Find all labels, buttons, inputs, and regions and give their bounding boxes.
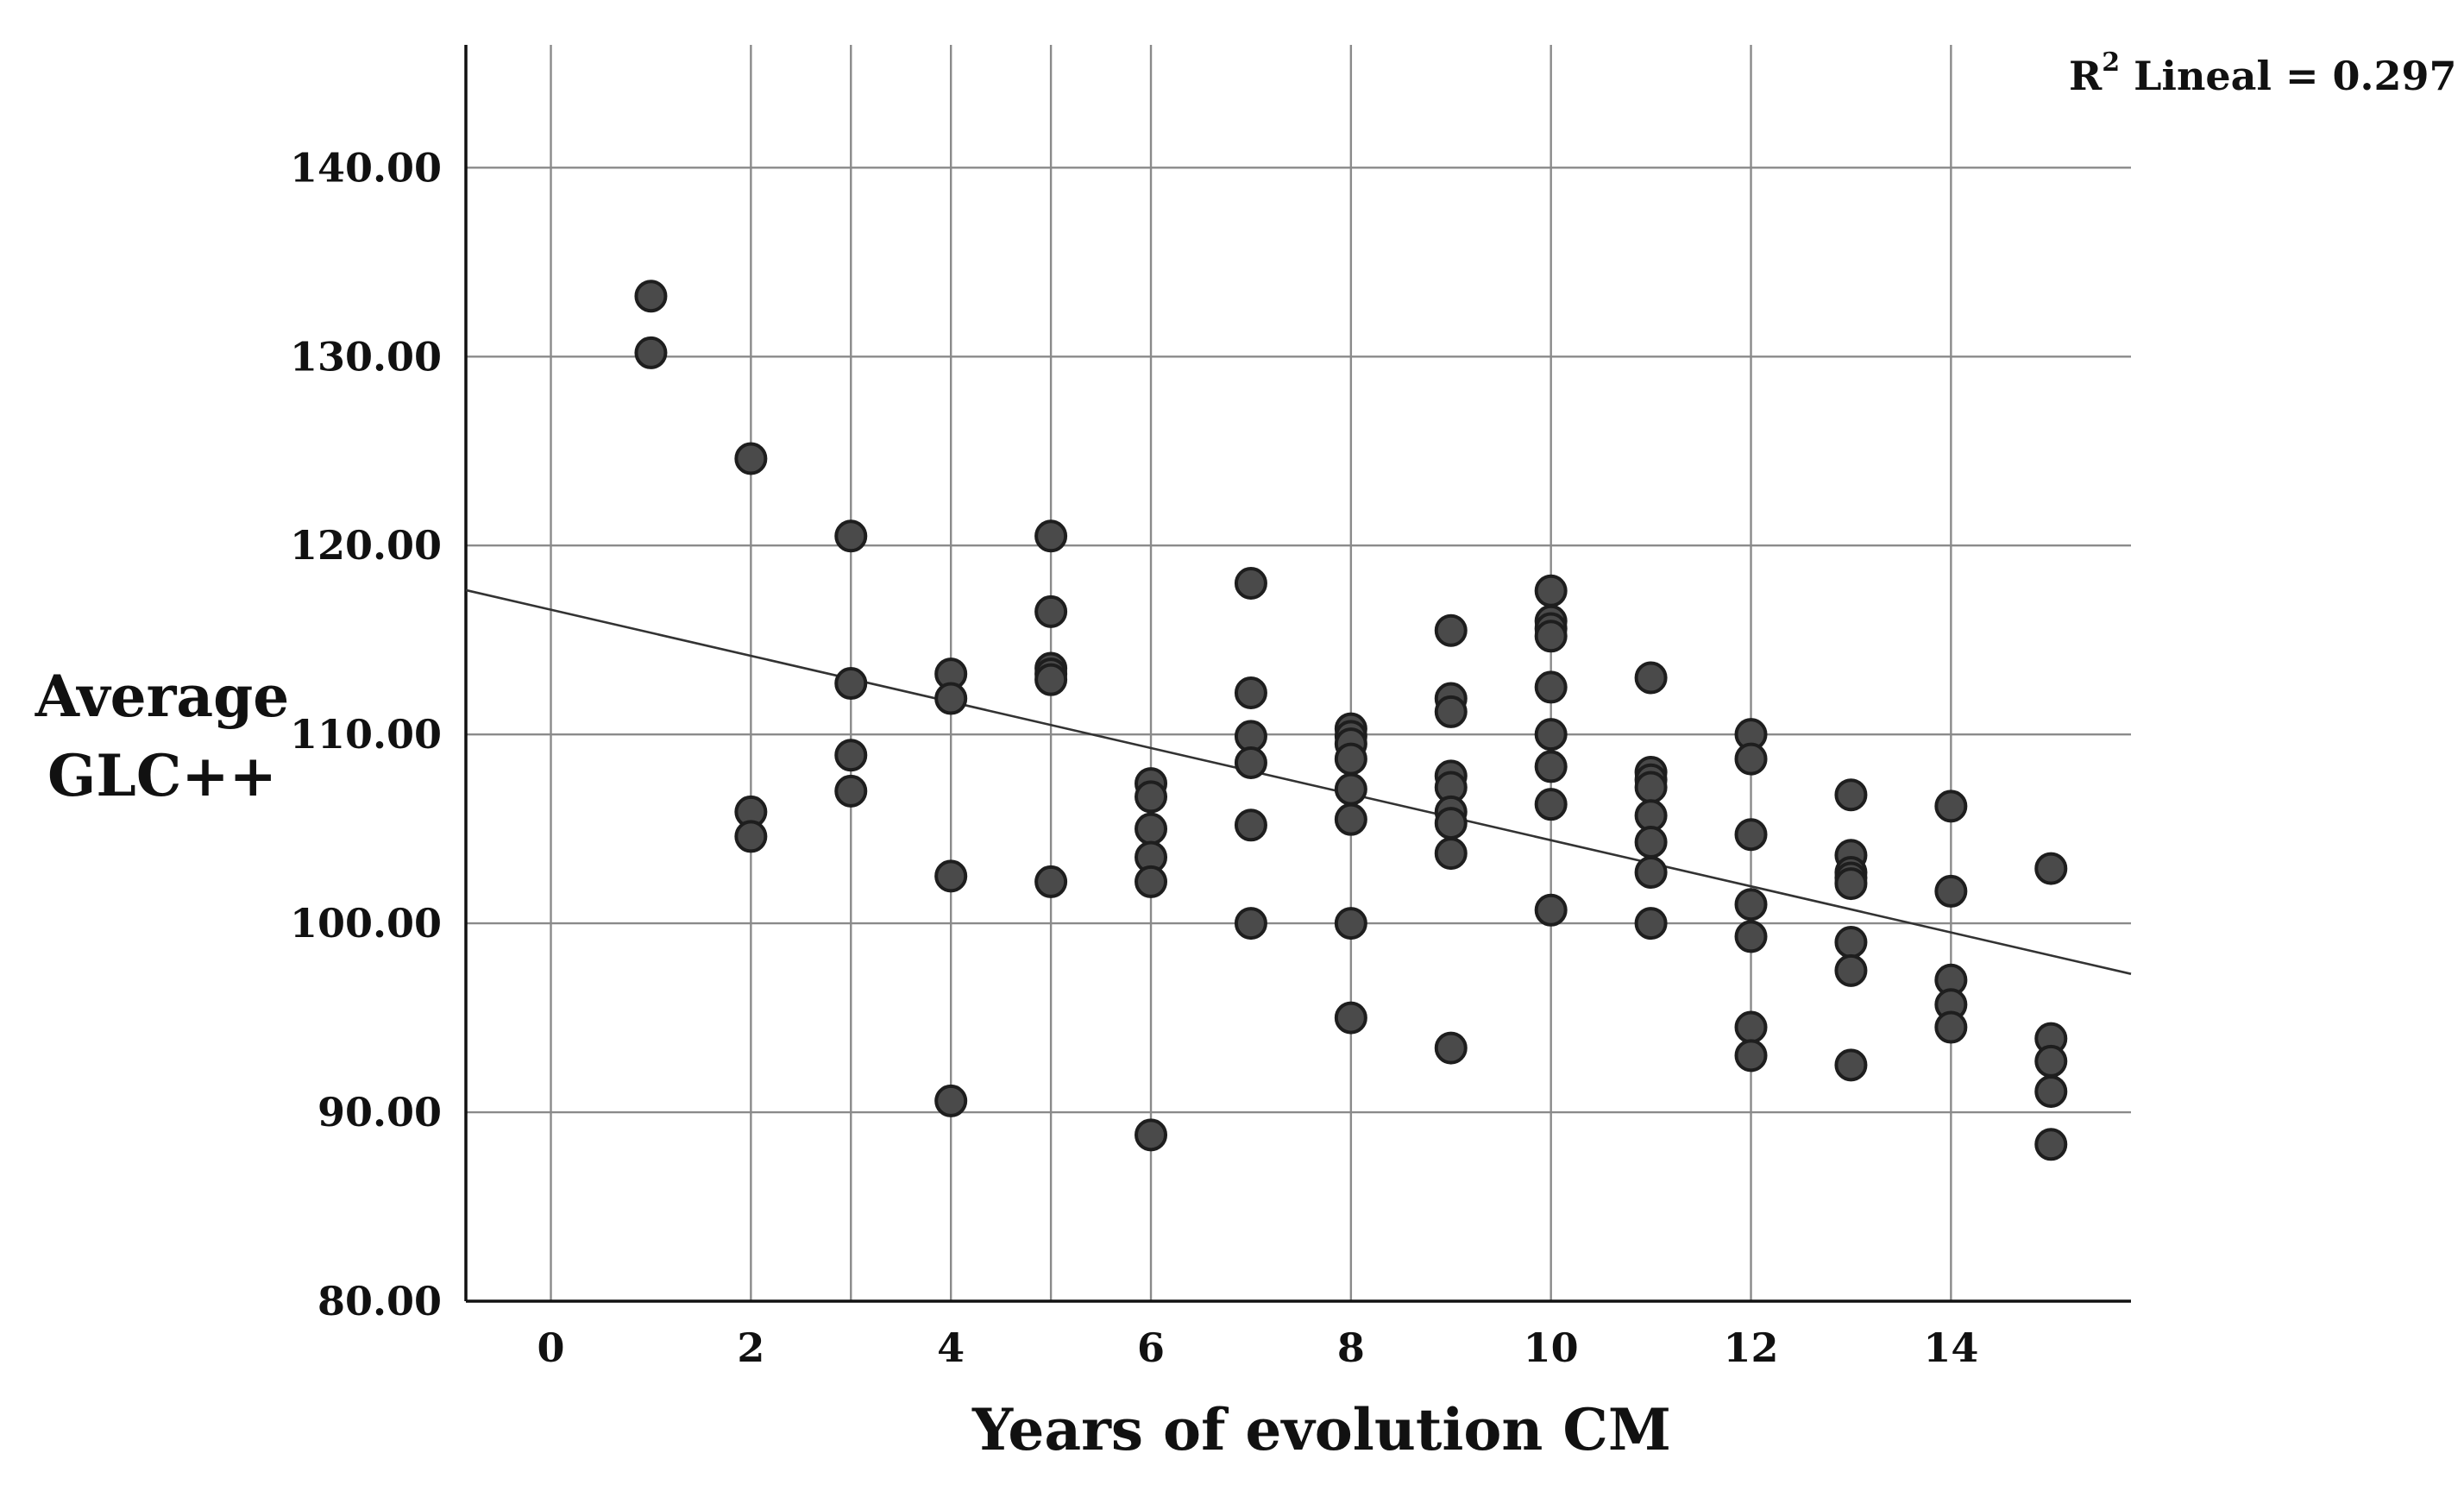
data-point	[1334, 802, 1367, 836]
data-point	[1334, 1001, 1367, 1035]
data-point	[934, 682, 968, 715]
gridlines	[466, 45, 2131, 1301]
r2-value: Lineal = 0.297	[2120, 53, 2456, 99]
data-point	[1034, 519, 1068, 553]
data-point	[1734, 1010, 1768, 1044]
data-point	[1534, 670, 1568, 704]
data-point	[1034, 663, 1068, 696]
data-point	[2034, 1044, 2068, 1078]
data-point	[734, 442, 768, 475]
x-tick-label: 8	[1337, 1324, 1365, 1371]
data-point	[1434, 807, 1468, 840]
data-point	[1234, 567, 1267, 600]
data-point	[1634, 771, 1668, 804]
data-point	[1234, 808, 1267, 842]
data-point	[1434, 613, 1468, 647]
data-point	[734, 820, 768, 853]
data-point	[1434, 1031, 1468, 1065]
r-squared-annotation: R2 Lineal = 0.297	[2069, 47, 2457, 99]
data-point	[1534, 788, 1568, 821]
data-point	[1534, 893, 1568, 927]
x-axis-title: Years of evolution CM	[971, 1396, 1671, 1463]
axes	[464, 45, 2131, 1303]
data-point	[1734, 818, 1768, 852]
data-point	[834, 739, 868, 772]
y-tick-label: 100.00	[290, 900, 442, 947]
data-point	[1034, 865, 1068, 898]
data-point	[1734, 888, 1768, 922]
x-tick-label: 10	[1524, 1324, 1579, 1371]
y-tick-label: 80.00	[317, 1278, 442, 1324]
data-point	[1934, 1010, 1968, 1044]
data-point	[1034, 595, 1068, 628]
data-point	[1434, 837, 1468, 871]
data-point	[1834, 953, 1868, 987]
x-tick-label: 2	[737, 1324, 764, 1371]
data-point	[1734, 1039, 1768, 1073]
y-axis-title-line-1: Average	[35, 663, 290, 730]
data-point	[1834, 926, 1868, 959]
data-point	[1734, 920, 1768, 953]
r2-superscript: 2	[2102, 47, 2120, 78]
data-point	[1135, 1118, 1168, 1152]
data-point	[634, 336, 668, 369]
x-tick-label: 6	[1137, 1324, 1165, 1371]
data-point	[1634, 825, 1668, 859]
data-point	[1534, 718, 1568, 752]
data-point	[1135, 865, 1168, 898]
y-axis-title-line-2: GLC++	[47, 742, 277, 809]
data-point	[1634, 907, 1668, 941]
x-tick-label: 4	[937, 1324, 965, 1371]
y-tick-label: 120.00	[290, 522, 442, 569]
x-tick-label: 12	[1724, 1324, 1779, 1371]
data-point	[1634, 855, 1668, 889]
regression-line	[465, 588, 2132, 975]
data-point	[1135, 780, 1168, 814]
data-point	[1634, 661, 1668, 695]
data-point	[834, 774, 868, 808]
data-point	[1834, 1048, 1868, 1082]
data-point	[1534, 574, 1568, 607]
data-point	[1334, 907, 1367, 941]
data-point	[2034, 1128, 2068, 1161]
y-tick-label: 90.00	[317, 1089, 442, 1136]
r2-prefix: R	[2069, 53, 2103, 99]
x-tick-label: 0	[537, 1324, 565, 1371]
data-point	[834, 667, 868, 701]
data-points	[634, 280, 2068, 1161]
data-point	[1734, 742, 1768, 776]
data-point	[1234, 746, 1267, 779]
data-point	[2034, 1074, 2068, 1108]
x-tick-label: 14	[1923, 1324, 1978, 1371]
data-point	[1334, 742, 1367, 776]
data-point	[934, 1084, 968, 1117]
data-point	[634, 280, 668, 313]
y-tick-label: 130.00	[290, 333, 442, 380]
data-point	[1334, 772, 1367, 806]
data-point	[1234, 907, 1267, 941]
data-point	[1434, 695, 1468, 728]
data-point	[834, 519, 868, 553]
data-point	[1934, 790, 1968, 823]
data-point	[1834, 778, 1868, 812]
y-tick-label: 110.00	[290, 711, 442, 758]
y-tick-label: 140.00	[290, 144, 442, 191]
data-point	[1234, 676, 1267, 709]
data-point	[2034, 852, 2068, 885]
data-point	[934, 859, 968, 893]
data-point	[1834, 867, 1868, 901]
data-point	[1934, 874, 1968, 908]
data-point	[1534, 620, 1568, 653]
data-point	[1135, 812, 1168, 846]
tick-labels: 0 2 4 6 8 10 12 14 80.00 90.00 100.00 110.00 120.00 1…	[290, 144, 1978, 1371]
data-point	[1534, 750, 1568, 783]
